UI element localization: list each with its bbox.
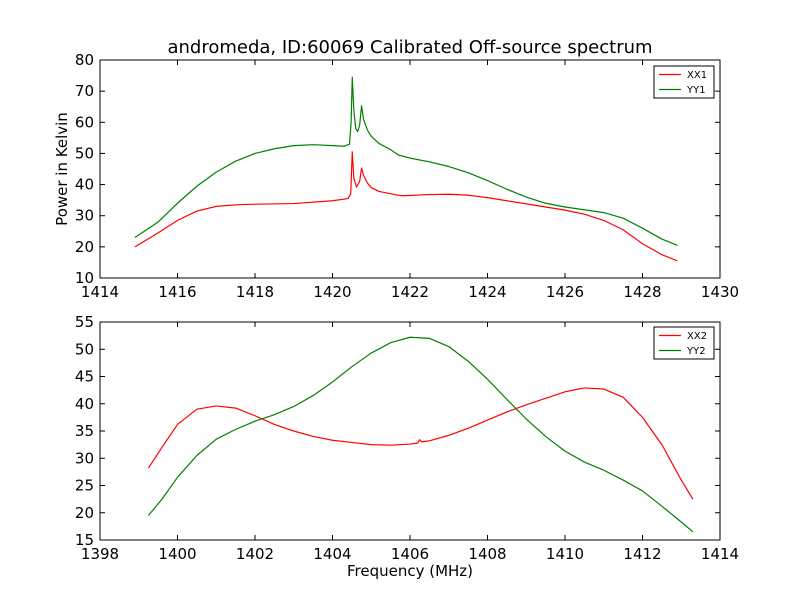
x-tick-label: 1400: [158, 545, 196, 563]
plot-frame: [99, 321, 721, 541]
series-line-yy1: [134, 76, 678, 246]
y-tick-label: 15: [75, 531, 94, 549]
y-tick-label: 10: [75, 269, 94, 287]
x-tick-label: 1414: [81, 283, 119, 301]
y-tick-label: 80: [75, 51, 94, 69]
series-group: [134, 76, 678, 262]
x-tick-label: 1430: [701, 283, 739, 301]
y-tick-label: 45: [75, 368, 94, 386]
y-tick-label: 60: [75, 113, 94, 131]
y-axis-label: Power in Kelvin: [53, 112, 71, 226]
series-line-yy2: [147, 336, 694, 533]
x-tick-label: 1426: [546, 283, 584, 301]
y-tick-label: 20: [75, 504, 94, 522]
x-tick-label: 1420: [313, 283, 351, 301]
series-line-xx1: [134, 151, 678, 262]
top-panel: 1414 1416 1418 1420 1422 1424 1426 1428 1430 10 20…: [53, 51, 739, 301]
chart-title: andromeda, ID:60069 Calibrated Off-sourc…: [167, 37, 652, 58]
x-tick-label: 1408: [468, 545, 506, 563]
legend-label-yy2: YY2: [686, 346, 706, 357]
y-tick-label: 40: [75, 395, 94, 413]
plot-frame: [99, 59, 721, 279]
series-group: [147, 336, 694, 533]
y-tick-label: 70: [75, 82, 94, 100]
x-tick-label: 1404: [313, 545, 351, 563]
y-tick-label: 50: [75, 144, 94, 162]
x-tick-label: 1422: [391, 283, 429, 301]
x-tick-label: 1406: [391, 545, 429, 563]
x-axis-label: Frequency (MHz): [347, 562, 473, 580]
x-tick-label: 1410: [546, 545, 584, 563]
series-line-xx2: [147, 387, 694, 500]
legend-box: [653, 65, 715, 99]
legend-box: [653, 326, 715, 360]
x-tick-label: 1398: [81, 545, 119, 563]
legend-label-yy1: YY1: [686, 85, 706, 96]
y-tick-label: 55: [75, 313, 94, 331]
y-tick-label: 25: [75, 477, 94, 495]
y-tick-label: 20: [75, 238, 94, 256]
y-tick-label: 30: [75, 207, 94, 225]
x-tick-label: 1416: [158, 283, 196, 301]
x-tick-label: 1412: [623, 545, 661, 563]
x-tick-label: 1424: [468, 283, 506, 301]
y-tick-label: 40: [75, 176, 94, 194]
x-tick-label: 1414: [701, 545, 739, 563]
bottom-panel: 1398 1400 1402 1404 1406 1408 1410 1412 1414 15 20…: [75, 313, 739, 580]
legend-label-xx2: XX2: [687, 331, 707, 342]
y-tick-label: 50: [75, 340, 94, 358]
y-tick-label: 35: [75, 422, 94, 440]
legend-label-xx1: XX1: [687, 70, 707, 81]
x-tick-label: 1418: [236, 283, 274, 301]
x-tick-label: 1402: [236, 545, 274, 563]
y-tick-label: 30: [75, 449, 94, 467]
x-tick-label: 1428: [623, 283, 661, 301]
